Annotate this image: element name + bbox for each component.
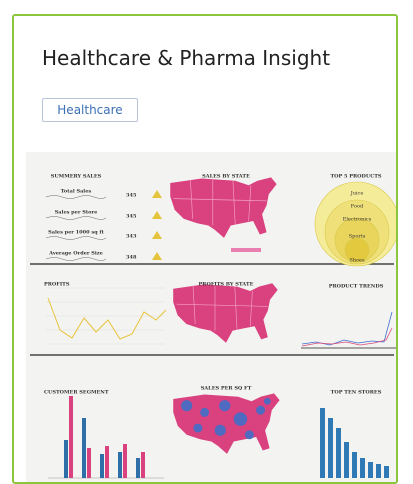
panel-title: PROFITS [44,282,70,288]
legend-bar [231,248,261,252]
panel-title: PRODUCT TRENDS [329,284,384,290]
map [173,283,278,343]
dashboard-thumbnail: SUMMERY SALES Total Sales 345 Sales per Sto… [26,152,396,482]
product-label: Juice [350,191,364,197]
panel-title: PROFITS BY STATE [199,282,254,288]
sparkline [45,236,107,240]
tag[interactable]: Healthcare [42,98,138,122]
product-label: Sports [349,234,366,240]
panel-title: TOP TEN STORES [331,390,382,396]
map [170,177,277,238]
product-label: Food [351,204,364,210]
panel-title: CUSTOMER SEGMENT [44,390,109,396]
metric-label: Sales per Store [55,210,98,216]
metric-value: 348 [126,255,137,261]
metric-label: Sales per 1000 sq ft [48,230,104,236]
page: Healthcare & Pharma Insight Healthcare [12,14,398,484]
top-stores-bars [320,408,389,478]
triangle-icon [152,252,162,260]
metric-value: 345 [126,193,137,199]
trend-chart [301,311,396,349]
panel-title: TOP 5 PRODUCTS [330,174,381,180]
map [173,393,280,454]
triangle-icon [152,211,162,219]
product-label: Shoes [349,258,365,264]
profit-line-chart [46,287,167,345]
metric-value: 345 [126,214,137,220]
panel-title: SALES BY STATE [202,174,250,180]
triangle-icon [152,231,162,239]
panel-title: SALES PER SQ FT [201,386,252,392]
card-title: Healthcare & Pharma Insight [42,46,331,70]
sparkline [45,257,107,261]
bubbles [314,181,396,267]
metric-label: Total Sales [61,189,92,195]
product-label: Electronics [343,217,372,223]
sparkline [45,216,107,220]
metric-label: Average Order Size [48,251,103,257]
card[interactable]: Healthcare & Pharma Insight Healthcare [12,14,398,484]
triangle-icon [152,190,162,198]
metric-value: 343 [126,234,137,240]
panel-title: SUMMERY SALES [51,174,102,180]
sparkline [45,195,107,199]
